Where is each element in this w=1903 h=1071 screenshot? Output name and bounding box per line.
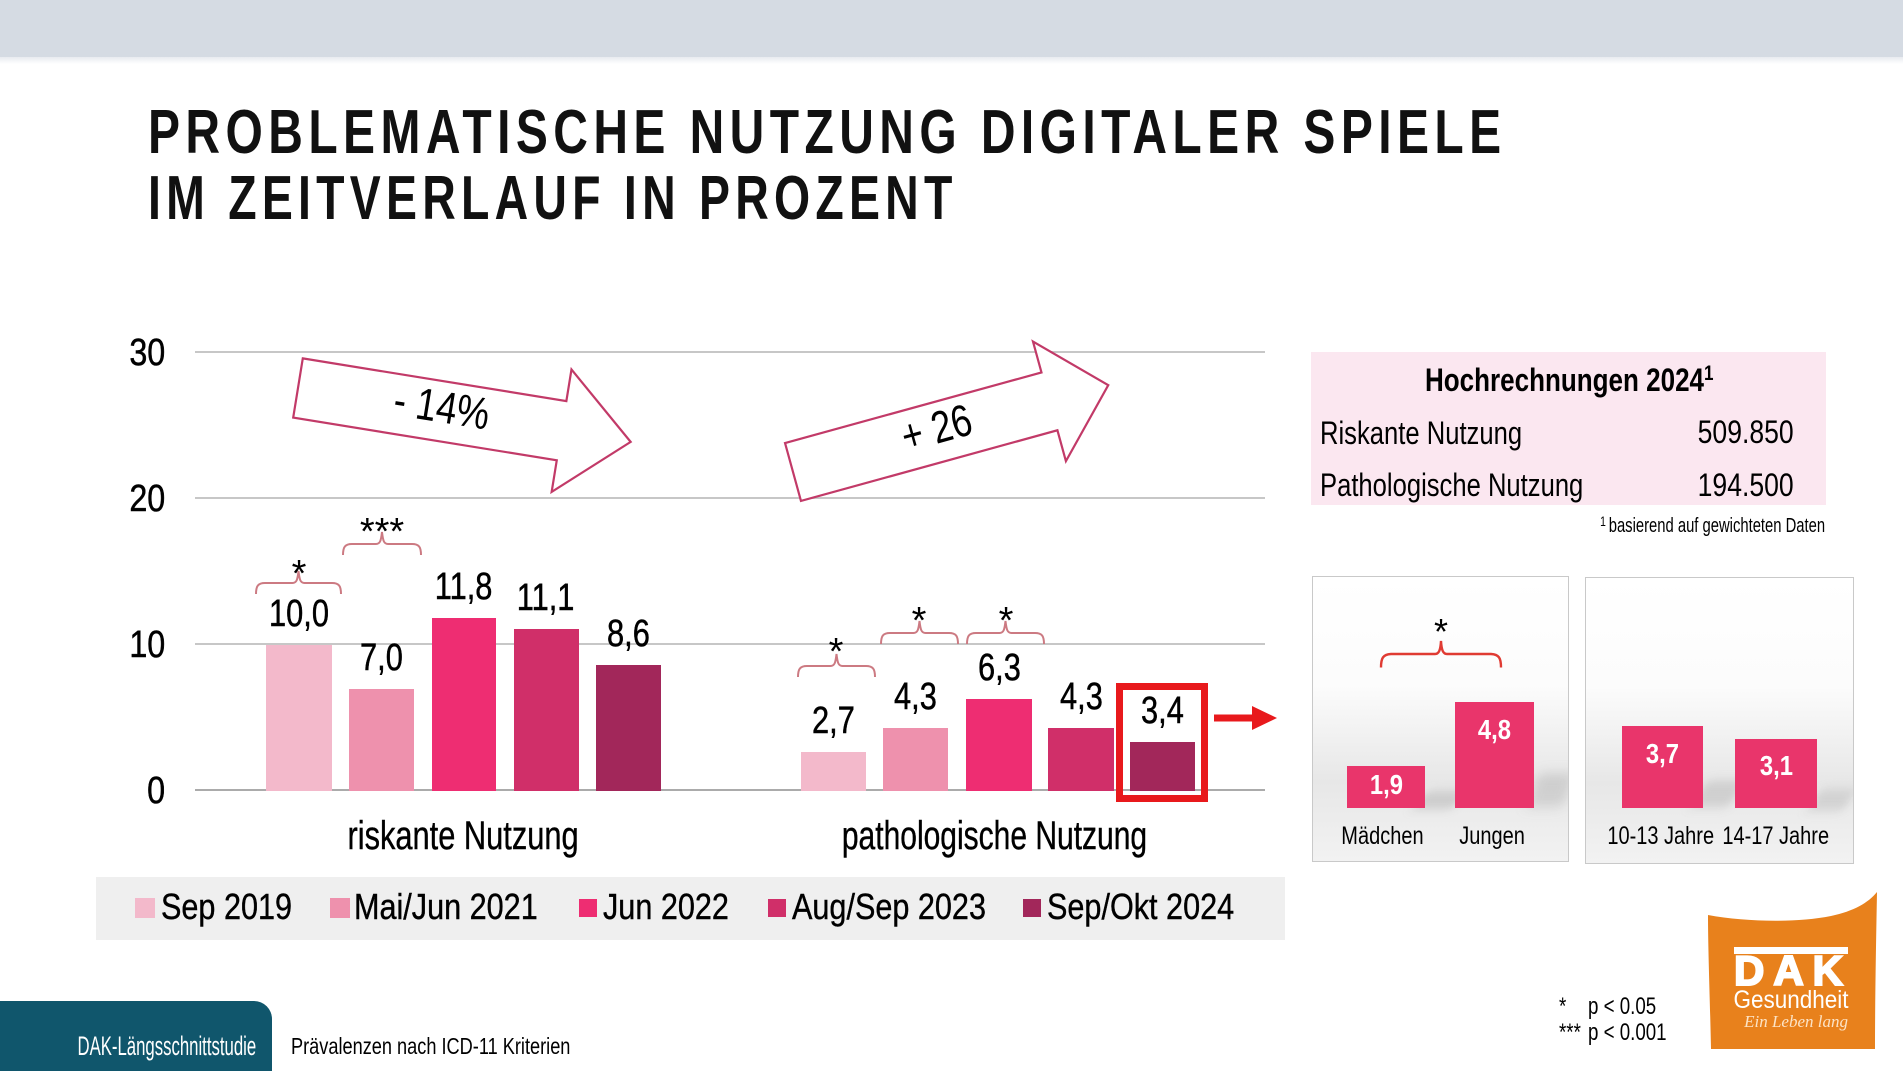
svg-text:***: ***	[360, 511, 405, 553]
svg-text:- 14%: - 14%	[390, 374, 493, 439]
svg-text:+ 26: + 26	[895, 394, 977, 462]
svg-text:*: *	[829, 631, 844, 673]
svg-text:Gesundheit: Gesundheit	[1733, 986, 1848, 1014]
svg-text:*: *	[1434, 611, 1448, 652]
svg-text:*: *	[999, 600, 1014, 642]
svg-text:*: *	[292, 553, 307, 595]
svg-text:Ein Leben lang: Ein Leben lang	[1743, 1012, 1848, 1031]
svg-text:DAK: DAK	[1734, 947, 1852, 994]
svg-text:*: *	[912, 600, 927, 642]
